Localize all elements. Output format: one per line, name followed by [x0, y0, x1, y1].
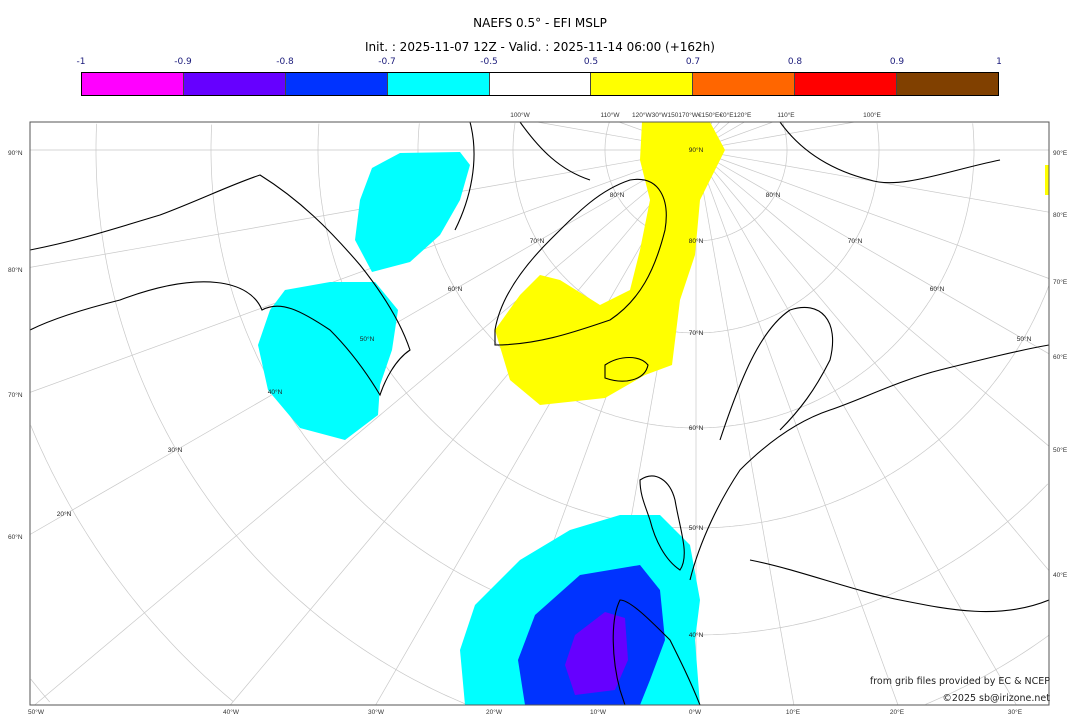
efi-area-violet-iberia [565, 612, 628, 695]
colorbar-segment [285, 73, 388, 95]
map-label: 10°E [786, 708, 801, 716]
efi-area-yellow-pole [495, 122, 725, 405]
colorbar-tick-label: 0.9 [889, 57, 905, 67]
efi-area-cyan-baffin [355, 152, 470, 272]
map-label: 50°E [1053, 446, 1068, 454]
map-label: 0°W [689, 708, 702, 716]
map-label: 20°E [890, 708, 905, 716]
colorbar-segment [387, 73, 490, 95]
map-label: 90°E [1053, 149, 1068, 157]
map-label: 10°W [590, 708, 607, 716]
map-label: 70°N [689, 329, 704, 337]
map-label: 70°N [530, 237, 545, 245]
map-label: 60°N [930, 285, 945, 293]
colorbar-tick-label: 0.7 [685, 57, 701, 67]
map-label: 70°E [1053, 278, 1068, 286]
coastlines [30, 122, 1049, 705]
meridian-line [695, 149, 1049, 279]
map-label: 70°N [8, 391, 23, 399]
meridian-line [695, 149, 1049, 355]
map-label: 120°W30°W150170°W€150°E€0°E120°E [632, 111, 752, 119]
map-label: 110°W [600, 111, 620, 119]
map-label: 50°N [689, 524, 704, 532]
colorbar-segment [489, 73, 592, 95]
map-label: 40°W [223, 708, 240, 716]
map-label: 90°N [8, 149, 23, 157]
colorbar-tick-label: 0.5 [583, 57, 599, 67]
colorbar-tick-label: 0.8 [787, 57, 803, 67]
map-label: 80°N [8, 266, 23, 274]
map-label: 30°N [168, 446, 183, 454]
map-label: 40°N [268, 388, 283, 396]
map-label: 90°N [689, 146, 704, 154]
map-label: 20°W [486, 708, 503, 716]
map-label: 110°E [777, 111, 795, 119]
colorbar-segment [897, 73, 999, 95]
map-label: 30°W [368, 708, 385, 716]
map-label: 80°N [766, 191, 781, 199]
colorbar-tick-label: -0.8 [276, 57, 294, 67]
map-label: 30°E [1008, 708, 1023, 716]
meridian-line [695, 149, 1049, 571]
map-label: 60°E [1053, 353, 1068, 361]
map-label: 40°N [689, 631, 704, 639]
meridian-line [34, 149, 697, 705]
colorbar-segment [591, 73, 694, 95]
meridian-line [695, 149, 1049, 447]
map-label: 50°N [360, 335, 375, 343]
map-label: 80°N [689, 237, 704, 245]
latitude-circle [512, 122, 880, 334]
map-label: 80°N [610, 191, 625, 199]
map-label: 20°N [57, 510, 72, 518]
map-label: 50°W [28, 708, 45, 716]
colorbar-tick-label: -0.9 [174, 57, 192, 67]
colorbar-segment [183, 73, 286, 95]
map-frame [29, 121, 1050, 706]
colorbar-tick-label: -0.5 [480, 57, 498, 67]
colorbar-tick-label: -0.7 [378, 57, 396, 67]
map-label: 70°N [848, 237, 863, 245]
colorbar-tick-label: -1 [76, 57, 86, 67]
copyright: ©2025 sb@irizone.net [942, 693, 1050, 704]
colorbar-segment [82, 73, 184, 95]
map-label: 100°W [510, 111, 530, 119]
efi-area-yellow-edge [1045, 165, 1049, 195]
meridian-line [30, 149, 697, 393]
map-label: 60°N [689, 424, 704, 432]
map-label: 50°N [1017, 335, 1032, 343]
map-label: 40°E [1053, 571, 1068, 579]
chart-title: NAEFS 0.5° - EFI MSLP [473, 16, 607, 30]
map-label: 60°N [448, 285, 463, 293]
map-label: 60°N [8, 533, 23, 541]
latitude-circle [95, 123, 1049, 705]
map-label: 100°E [863, 111, 881, 119]
meridian-line [695, 149, 795, 705]
chart-subtitle: Init. : 2025-11-07 12Z - Valid. : 2025-1… [365, 40, 715, 54]
latitude-circle [30, 678, 50, 703]
colorbar-segment [795, 73, 898, 95]
map-label: 80°E [1053, 211, 1068, 219]
meridian-line [695, 149, 899, 705]
meridian-line [695, 149, 1017, 705]
colorbar-segment [693, 73, 796, 95]
colorbar [81, 72, 999, 96]
meridian-line [230, 149, 697, 705]
colorbar-tick-label: 1 [996, 57, 1002, 67]
source-credit: from grib files provided by EC & NCEP [870, 676, 1050, 687]
latitude-circle [417, 123, 975, 429]
efi-area-cyan-labrador [258, 282, 398, 440]
latitude-circle [30, 425, 234, 702]
